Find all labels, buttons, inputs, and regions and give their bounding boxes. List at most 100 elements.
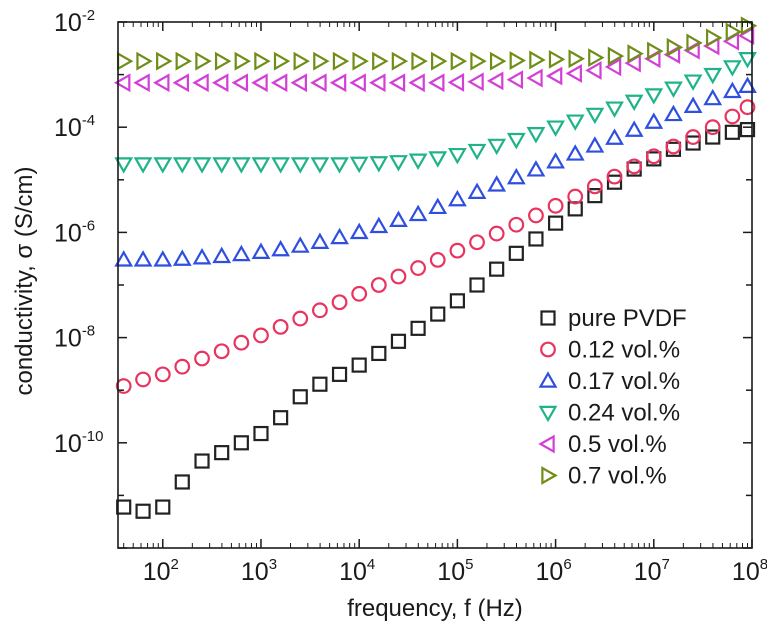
data-point — [685, 135, 701, 151]
data-point — [470, 51, 487, 71]
series-3 — [114, 76, 757, 267]
data-point — [133, 157, 153, 174]
data-point — [547, 197, 564, 214]
data-point — [567, 188, 584, 205]
data-point — [272, 318, 289, 335]
data-point — [449, 242, 466, 259]
data-point — [508, 216, 525, 233]
data-point — [739, 122, 756, 138]
data-point — [349, 156, 369, 174]
data-point — [737, 26, 755, 46]
data-point — [486, 71, 504, 91]
data-point — [310, 157, 330, 174]
data-point — [211, 73, 229, 93]
data-point — [663, 45, 681, 64]
data-point — [329, 73, 347, 93]
data-point — [565, 144, 585, 161]
data-point — [585, 107, 605, 125]
data-point — [388, 73, 406, 93]
series-2 — [115, 99, 756, 394]
data-point — [547, 215, 564, 231]
data-point — [290, 236, 310, 253]
data-point — [509, 51, 527, 70]
data-point — [467, 182, 487, 199]
data-point — [253, 327, 269, 344]
data-point — [506, 167, 526, 185]
data-point — [586, 178, 603, 195]
data-point — [408, 73, 425, 93]
data-point — [450, 51, 468, 71]
data-point — [156, 51, 173, 71]
data-point — [408, 204, 428, 222]
data-point — [467, 72, 484, 92]
legend-marker — [540, 341, 556, 358]
legend-marker — [538, 405, 558, 423]
data-point — [154, 366, 171, 383]
data-point — [526, 160, 546, 177]
data-point — [369, 73, 386, 93]
data-point — [114, 250, 134, 267]
data-point — [585, 61, 602, 80]
data-point — [506, 132, 526, 150]
data-point — [116, 499, 132, 515]
data-point — [725, 22, 743, 42]
data-point — [290, 157, 310, 174]
data-point — [408, 153, 428, 170]
data-point — [685, 129, 701, 145]
data-point — [271, 239, 291, 257]
y-tick-label: 10-6 — [54, 217, 95, 247]
data-point — [133, 73, 150, 93]
data-point — [390, 333, 407, 349]
data-point — [665, 138, 682, 155]
data-point — [644, 112, 664, 129]
data-point — [469, 234, 485, 251]
data-point — [331, 366, 348, 382]
legend-marker — [538, 371, 558, 388]
legend-item: 0.12 vol.% — [540, 337, 680, 364]
data-point — [251, 242, 271, 259]
data-point — [724, 108, 741, 125]
data-point — [489, 51, 507, 71]
data-point — [447, 147, 467, 165]
data-point — [369, 216, 389, 234]
data-point — [546, 152, 565, 169]
data-point — [172, 157, 192, 174]
data-point — [233, 334, 250, 351]
data-point — [644, 88, 664, 105]
legend-label: 0.17 vol.% — [568, 368, 680, 395]
data-point — [312, 302, 328, 319]
y-tick-label: 10-10 — [54, 428, 104, 458]
data-point — [389, 210, 408, 228]
data-point — [310, 232, 330, 249]
legend-marker — [541, 466, 558, 485]
data-point — [115, 378, 132, 394]
series-5 — [113, 26, 755, 93]
y-tick-label: 10-4 — [54, 112, 95, 142]
data-point — [739, 99, 756, 116]
legend-marker — [538, 434, 555, 454]
data-point — [588, 48, 605, 68]
data-point — [568, 49, 585, 69]
data-point — [312, 376, 328, 392]
data-point — [253, 425, 269, 442]
data-point — [214, 51, 232, 71]
data-point — [153, 157, 173, 174]
data-point — [114, 157, 134, 174]
data-point — [545, 66, 563, 86]
data-point — [488, 225, 505, 242]
data-point — [645, 148, 662, 165]
legend-label: 0.12 vol.% — [568, 337, 680, 364]
data-point — [605, 128, 624, 145]
data-point — [705, 28, 723, 48]
data-point — [292, 389, 308, 405]
data-point — [213, 343, 230, 360]
data-point — [410, 320, 426, 336]
data-point — [705, 129, 721, 145]
data-point — [254, 51, 271, 71]
data-point — [624, 120, 644, 137]
legend-label: 0.5 vol.% — [568, 431, 667, 458]
x-tick-label: 108 — [732, 556, 767, 586]
data-point — [428, 197, 448, 215]
y-tick-label: 10-2 — [54, 7, 95, 37]
data-point — [351, 357, 367, 373]
